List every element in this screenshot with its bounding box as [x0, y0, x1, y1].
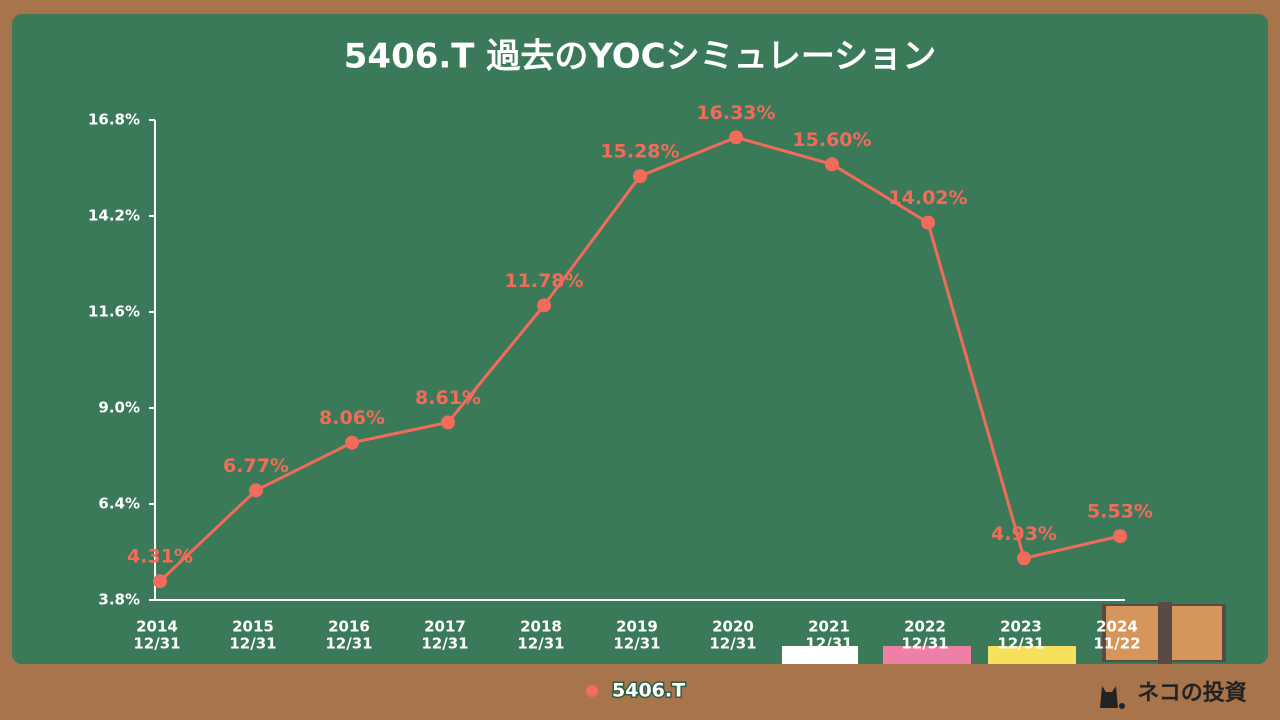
x-tick-label: 2014: [136, 618, 178, 636]
value-label: 8.61%: [415, 387, 481, 409]
board: [12, 14, 1268, 664]
y-tick-label: 16.8%: [88, 111, 140, 129]
y-tick-label: 6.4%: [98, 495, 140, 513]
brand: ネコの投資: [1137, 680, 1247, 706]
value-label: 14.02%: [888, 187, 967, 209]
value-label: 8.06%: [319, 407, 385, 429]
x-tick-label: 12/31: [325, 635, 372, 653]
x-tick-label: 12/31: [901, 635, 948, 653]
x-tick-label: 12/31: [613, 635, 660, 653]
x-tick-label: 12/31: [517, 635, 564, 653]
value-label: 4.31%: [127, 546, 193, 568]
point: [633, 169, 647, 184]
point: [921, 215, 935, 230]
eraser-white: [782, 646, 858, 664]
x-tick-label: 2021: [808, 618, 850, 636]
cat-icon: [1100, 686, 1125, 709]
y-tick-label: 14.2%: [88, 207, 140, 225]
x-tick-label: 2024: [1096, 618, 1138, 636]
x-tick-label: 12/31: [997, 635, 1044, 653]
point: [249, 483, 263, 498]
point: [345, 435, 359, 450]
book: [1102, 602, 1226, 664]
point: [441, 415, 455, 430]
x-tick-label: 12/31: [709, 635, 756, 653]
y-tick-label: 11.6%: [88, 303, 140, 321]
value-label: 15.28%: [600, 141, 679, 163]
eraser-pink: [883, 646, 971, 664]
value-label: 11.78%: [504, 270, 583, 292]
point: [729, 130, 743, 145]
x-tick-label: 2022: [904, 618, 946, 636]
x-tick-label: 2015: [232, 618, 274, 636]
legend-label: 5406.T: [612, 680, 685, 702]
x-tick-label: 11/22: [1093, 635, 1140, 653]
x-tick-label: 2020: [712, 618, 754, 636]
y-tick-label: 3.8%: [98, 591, 140, 609]
eraser-yellow: [988, 646, 1076, 664]
x-tick-label: 2019: [616, 618, 658, 636]
value-label: 5.53%: [1087, 501, 1153, 523]
x-tick-label: 12/31: [229, 635, 276, 653]
value-label: 16.33%: [696, 102, 775, 124]
x-tick-label: 12/31: [421, 635, 468, 653]
point: [1113, 529, 1127, 544]
x-tick-label: 12/31: [133, 635, 180, 653]
chart-title: 5406.T 過去のYOCシミュレーション: [344, 37, 936, 77]
point: [153, 574, 167, 589]
y-tick-label: 9.0%: [98, 399, 140, 417]
x-tick-label: 2017: [424, 618, 466, 636]
x-tick-label: 2018: [520, 618, 562, 636]
x-tick-label: 12/31: [805, 635, 852, 653]
value-label: 15.60%: [792, 129, 871, 151]
point: [537, 298, 551, 313]
point: [1017, 551, 1031, 566]
x-tick-label: 2023: [1000, 618, 1042, 636]
legend-marker: [586, 685, 598, 697]
value-label: 4.93%: [991, 523, 1057, 545]
value-label: 6.77%: [223, 455, 289, 477]
x-tick-label: 2016: [328, 618, 370, 636]
point: [825, 157, 839, 172]
